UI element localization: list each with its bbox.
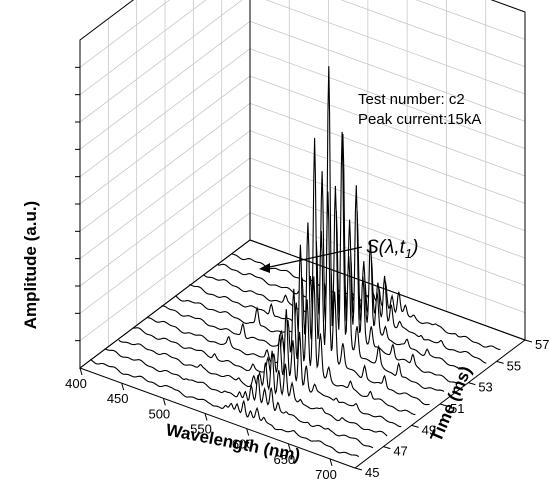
- annotation-peak-current: Peak current:15kA: [358, 111, 481, 128]
- x-tick-label: 450: [107, 391, 129, 406]
- series-line: [118, 339, 388, 437]
- y-tick-label: 47: [393, 444, 407, 459]
- x-tick-mark: [121, 383, 125, 391]
- back-wall-gridline: [249, 48, 526, 150]
- x-tick-mark: [329, 458, 333, 467]
- x-tick-label: 550: [190, 421, 212, 436]
- y-tick-label: 57: [535, 337, 549, 352]
- series-line: [146, 244, 416, 416]
- back-wall-gridline: [265, 0, 526, 95]
- y-tick-mark: [496, 360, 504, 364]
- y-tick-mark: [354, 467, 363, 471]
- back-wall-gridline: [415, 0, 526, 40]
- series-fill: [132, 309, 402, 430]
- series-group: [90, 66, 501, 462]
- y-tick-label: 55: [507, 358, 521, 373]
- callout-subscript: 1: [405, 246, 412, 261]
- x-tick-mark: [246, 428, 250, 436]
- annotation-test-number: Test number: c2: [358, 91, 465, 108]
- x-tick-label: 600: [232, 437, 254, 452]
- y-tick-mark: [383, 446, 391, 450]
- callout-suffix: ): [410, 237, 418, 258]
- x-tick-mark: [79, 367, 83, 376]
- x-tick-label: 650: [273, 452, 295, 467]
- z-axis-title: Amplitude (a.u.): [21, 201, 40, 329]
- y-tick-mark: [524, 339, 533, 343]
- y-tick-mark: [411, 424, 419, 428]
- back-wall-gridline: [249, 184, 526, 286]
- back-wall-gridline: [249, 212, 526, 314]
- series-line: [132, 309, 402, 428]
- series-line: [104, 348, 374, 449]
- y-tick-label: 53: [478, 380, 492, 395]
- series-fill: [104, 348, 373, 451]
- series-fill: [118, 340, 388, 441]
- series-fill: [90, 359, 359, 462]
- back-wall-gridline: [249, 20, 526, 122]
- back-wall-gridline: [249, 157, 526, 259]
- series-line: [90, 358, 360, 458]
- back-wall: [249, 0, 526, 341]
- y-tick-mark: [439, 403, 448, 407]
- x-tick-label: 400: [65, 376, 87, 391]
- x-tick-label: 700: [315, 467, 337, 482]
- back-wall-gridline: [249, 102, 526, 204]
- back-wall-gridline: [249, 130, 526, 232]
- y-tick-label: 51: [450, 401, 464, 416]
- callout-arrowhead: [259, 263, 270, 273]
- callout-label: S(λ,t1): [366, 237, 418, 261]
- x-tick-mark: [287, 443, 291, 451]
- x-axis-title: Wavelength (nm): [164, 420, 301, 465]
- y-tick-label: 45: [365, 465, 379, 480]
- back-wall-gridline: [340, 0, 526, 68]
- x-tick-mark: [162, 398, 166, 406]
- y-tick-mark: [468, 382, 476, 386]
- series-line: [161, 137, 430, 406]
- tick-labels: 400 450 500 550 600 650 700 45 47 49 51 53 55 57: [65, 337, 549, 482]
- y-tick-label: 49: [422, 422, 436, 437]
- callout-arrow: [264, 246, 363, 269]
- x-tick-label: 500: [148, 406, 170, 421]
- back-wall-gridline: [249, 75, 526, 177]
- callout-main: S(λ,t: [366, 237, 406, 258]
- x-tick-mark: [204, 413, 208, 421]
